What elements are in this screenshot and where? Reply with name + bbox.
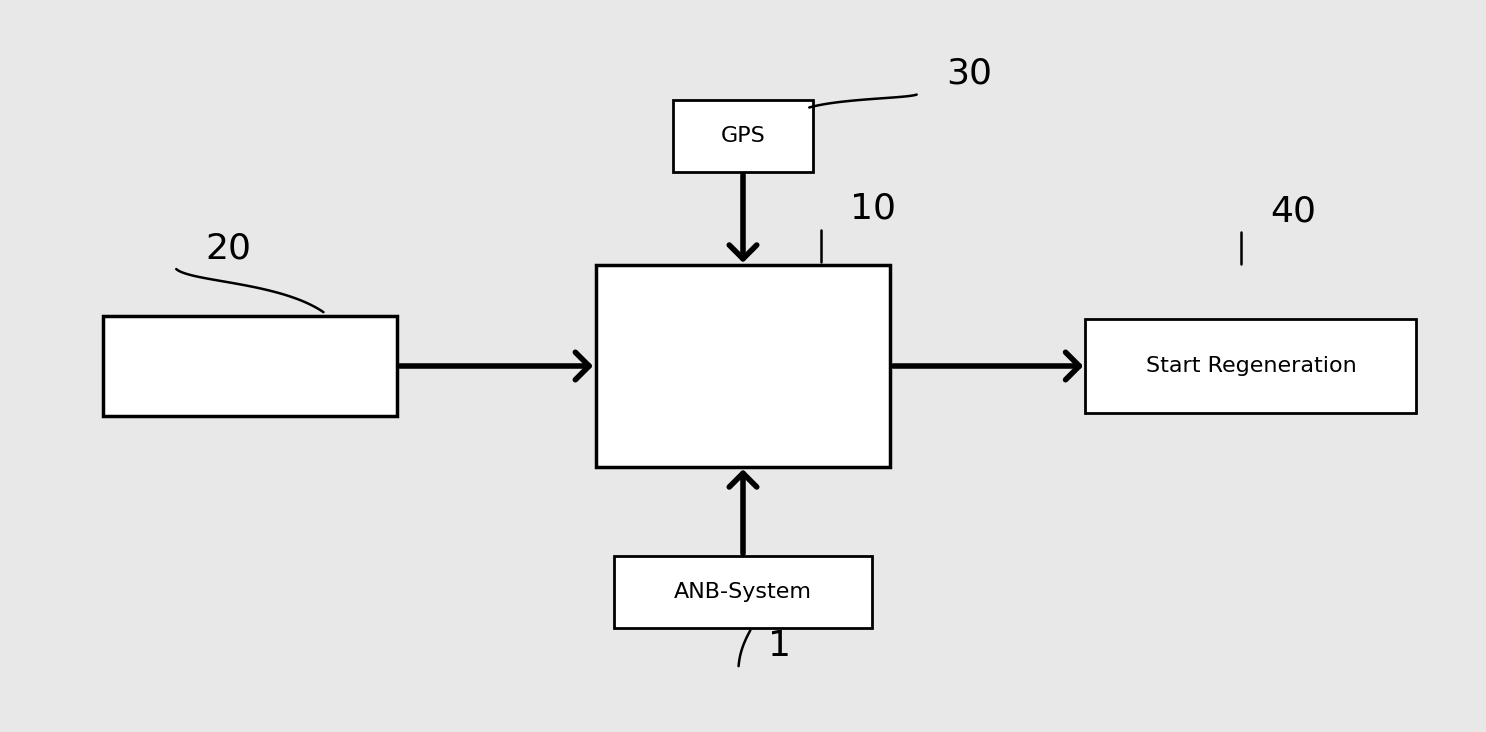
Text: 10: 10 xyxy=(850,192,896,226)
Text: Start Regeneration: Start Regeneration xyxy=(1146,356,1357,376)
Text: ANB-System: ANB-System xyxy=(675,582,811,602)
Text: 40: 40 xyxy=(1271,194,1317,228)
Text: 30: 30 xyxy=(947,57,993,91)
Text: 1: 1 xyxy=(768,629,791,662)
FancyBboxPatch shape xyxy=(614,556,872,628)
FancyBboxPatch shape xyxy=(673,100,813,172)
Text: 20: 20 xyxy=(205,231,251,266)
FancyBboxPatch shape xyxy=(596,266,890,466)
FancyBboxPatch shape xyxy=(1085,319,1416,413)
Text: GPS: GPS xyxy=(721,126,765,146)
FancyBboxPatch shape xyxy=(103,315,397,417)
